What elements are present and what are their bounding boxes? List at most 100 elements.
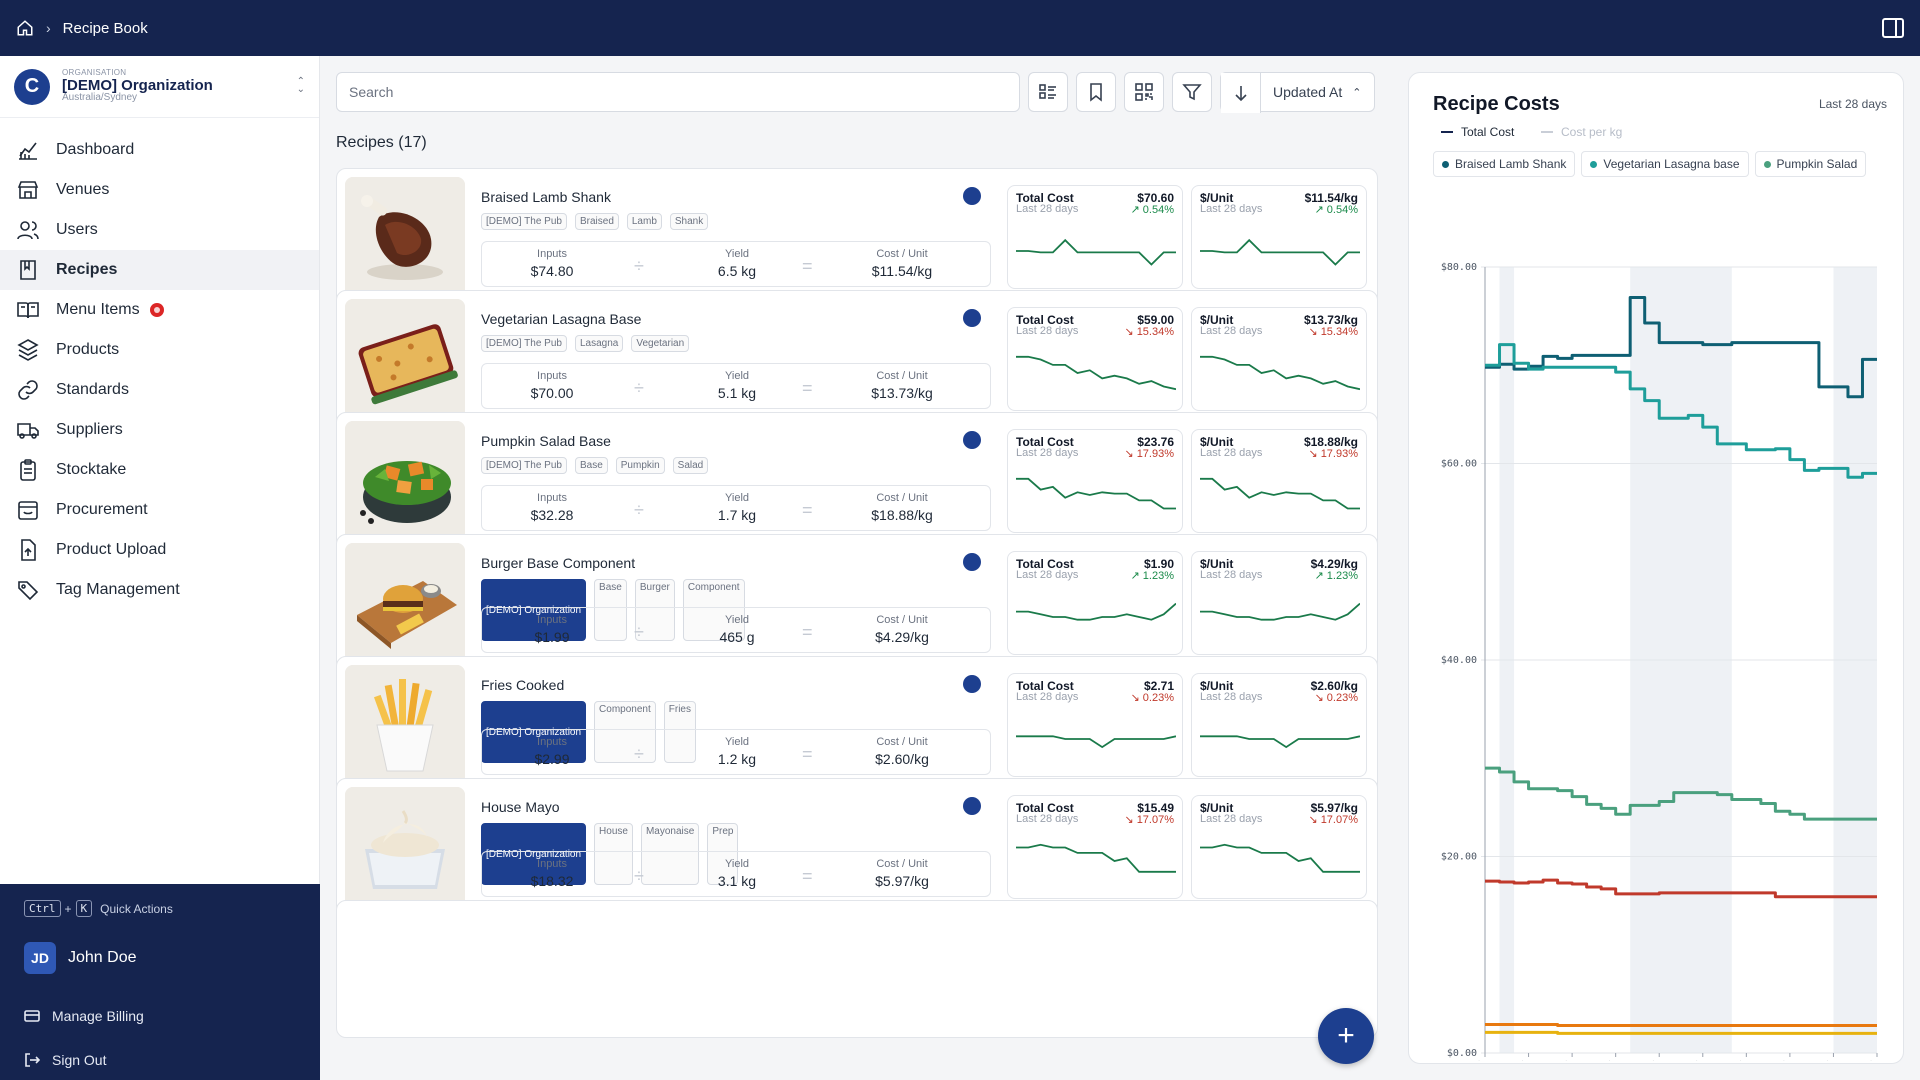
legend-item[interactable]: Pumpkin Salad xyxy=(1754,151,1867,177)
toggle-total-cost[interactable]: Total Cost xyxy=(1441,125,1514,139)
panel-title: Recipe Costs xyxy=(1433,93,1560,115)
recipe-name[interactable]: Burger Base Component xyxy=(481,555,636,571)
panel-toggle-icon[interactable] xyxy=(1882,18,1904,38)
recipe-card[interactable]: Fries Cooked [DEMO] Organization Componen… xyxy=(336,656,1378,794)
total-cost-sparkline[interactable]: Total Cost Last 28 days $2.71 ↘ 0.23% xyxy=(1007,673,1183,777)
tag-org: [DEMO] Organization xyxy=(481,701,587,763)
recipe-image xyxy=(345,177,465,297)
series-line-3 xyxy=(1485,878,1877,899)
legend-item[interactable]: Braised Lamb Shank xyxy=(1433,151,1576,177)
total-cost-sparkline[interactable]: Total Cost Last 28 days $70.60 ↗ 0.54% xyxy=(1007,185,1183,289)
sidebar-item-menu-items[interactable]: Menu Items xyxy=(0,290,319,330)
recipe-name[interactable]: House Mayo xyxy=(481,799,560,815)
sidebar-item-recipes[interactable]: Recipes xyxy=(0,250,319,290)
status-indicator xyxy=(963,431,981,449)
unit-cost-sparkline[interactable]: $/Unit Last 28 days $11.54/kg ↗ 0.54% xyxy=(1191,185,1367,289)
quick-actions-hint[interactable]: Ctrl + K Quick Actions xyxy=(24,900,173,917)
sidebar-item-users[interactable]: Users xyxy=(0,210,319,250)
mini-title: $/Unit xyxy=(1200,801,1234,815)
equals-icon: = xyxy=(802,744,813,764)
sign-out-link[interactable]: Sign Out xyxy=(24,1052,106,1068)
yield-label: Yield xyxy=(724,736,750,748)
recipe-card[interactable]: House Mayo [DEMO] Organization House Mayon… xyxy=(336,778,1378,916)
recipe-card[interactable]: Braised Lamb Shank [DEMO] The Pub Braised… xyxy=(336,168,1378,306)
total-cost-sparkline[interactable]: Total Cost Last 28 days $23.76 ↘ 17.93% xyxy=(1007,429,1183,533)
filter-button[interactable] xyxy=(1172,72,1212,112)
org-switcher[interactable]: C ORGANISATION [DEMO] Organization Austr… xyxy=(0,56,319,118)
recipe-name[interactable]: Vegetarian Lasagna Base xyxy=(481,311,642,327)
panel-range[interactable]: Last 28 days xyxy=(1818,97,1887,111)
recipe-name[interactable]: Braised Lamb Shank xyxy=(481,189,611,205)
cost-calculation: Inputs $74.80 ÷ Yield 6.5 kg = Cost / Un… xyxy=(481,241,991,287)
home-icon[interactable] xyxy=(16,19,34,37)
mini-change-value: 17.07% xyxy=(1320,814,1358,826)
recipe-tag: Lamb xyxy=(626,213,662,230)
sparkline xyxy=(1016,602,1176,621)
recipe-card[interactable]: Pumpkin Salad Base [DEMO] The Pub Base Pum… xyxy=(336,412,1378,550)
total-cost-sparkline[interactable]: Total Cost Last 28 days $15.49 ↘ 17.07% xyxy=(1007,795,1183,899)
arrow-down-icon xyxy=(1234,86,1247,102)
toggle-cost-per-kg[interactable]: Cost per kg xyxy=(1541,125,1622,139)
sparkline xyxy=(1200,843,1360,873)
manage-billing-label: Manage Billing xyxy=(52,1008,144,1024)
chevron-updown-icon[interactable]: ⌃ ⌄ xyxy=(296,76,305,95)
search-input[interactable]: Search xyxy=(336,72,1020,112)
sidebar-item-procurement[interactable]: Procurement xyxy=(0,490,319,530)
bookmark-button[interactable] xyxy=(1076,72,1116,112)
user-profile[interactable]: JD John Doe xyxy=(24,942,137,974)
legend-item[interactable]: Vegetarian Lasagna base xyxy=(1581,151,1749,177)
trend-down-icon: ↘ xyxy=(1308,814,1318,826)
sidebar-item-dashboard[interactable]: Dashboard xyxy=(0,130,319,170)
sidebar-item-standards[interactable]: Standards xyxy=(0,370,319,410)
sidebar-item-label: Tag Management xyxy=(56,581,180,598)
mini-subtitle: Last 28 days xyxy=(1200,813,1263,825)
unit-cost-sparkline[interactable]: $/Unit Last 28 days $13.73/kg ↘ 15.34% xyxy=(1191,307,1367,411)
equals-icon: = xyxy=(802,256,813,276)
total-cost-sparkline[interactable]: Total Cost Last 28 days $59.00 ↘ 15.34% xyxy=(1007,307,1183,411)
sidebar-item-venues[interactable]: Venues xyxy=(0,170,319,210)
add-recipe-button[interactable]: + xyxy=(1318,1008,1374,1064)
cost-unit-label: Cost / Unit xyxy=(876,736,928,748)
recipe-card[interactable]: Vegetarian Lasagna Base [DEMO] The Pub La… xyxy=(336,290,1378,428)
chart-icon xyxy=(19,142,37,160)
unit-cost-sparkline[interactable]: $/Unit Last 28 days $4.29/kg ↗ 1.23% xyxy=(1191,551,1367,655)
chevron-up-icon: ⌃ xyxy=(1352,86,1362,99)
alert-badge xyxy=(149,303,164,317)
cost-unit-value: $13.73/kg xyxy=(871,385,933,401)
status-indicator xyxy=(963,675,981,693)
sidebar-item-products[interactable]: Products xyxy=(0,330,319,370)
sparkline-path xyxy=(1016,355,1176,391)
sort-field-select[interactable]: Updated At ⌃ xyxy=(1261,73,1374,111)
x-tick-label: 31/03/2026 xyxy=(1480,1059,1530,1061)
breadcrumb-current[interactable]: Recipe Book xyxy=(62,19,148,37)
unit-cost-sparkline[interactable]: $/Unit Last 28 days $18.88/kg ↘ 17.93% xyxy=(1191,429,1367,533)
manage-billing-link[interactable]: Manage Billing xyxy=(24,1008,144,1024)
recipe-name[interactable]: Pumpkin Salad Base xyxy=(481,433,611,449)
inputs-label: Inputs xyxy=(537,248,567,260)
inputs-cell: Inputs $74.80 xyxy=(482,248,622,279)
unit-cost-sparkline[interactable]: $/Unit Last 28 days $5.97/kg ↘ 17.07% xyxy=(1191,795,1367,899)
divide-icon: ÷ xyxy=(634,744,644,764)
scan-button[interactable] xyxy=(1124,72,1164,112)
mini-change-value: 17.93% xyxy=(1136,448,1174,460)
sidebar-item-suppliers[interactable]: Suppliers xyxy=(0,410,319,450)
sidebar-item-product-upload[interactable]: Product Upload xyxy=(0,530,319,570)
recipe-card[interactable]: Burger Base Component [DEMO] Organizatio… xyxy=(336,534,1378,672)
divide-icon: ÷ xyxy=(634,622,644,642)
mini-value: $13.73/kg xyxy=(1303,313,1358,327)
list-view-button[interactable] xyxy=(1028,72,1068,112)
tag-org: [DEMO] Organization xyxy=(481,579,587,641)
cost-calculation: Inputs $2.99 ÷ Yield 1.2 kg = Cost / Uni… xyxy=(481,729,991,775)
trend-up-icon: ↗ xyxy=(1314,204,1324,216)
recipe-name[interactable]: Fries Cooked xyxy=(481,677,565,693)
sidebar-item-tag-management[interactable]: Tag Management xyxy=(0,570,319,610)
bookmark-icon xyxy=(1090,83,1102,102)
sidebar-item-stocktake[interactable]: Stocktake xyxy=(0,450,319,490)
mini-title: $/Unit xyxy=(1200,679,1234,693)
unit-cost-sparkline[interactable]: $/Unit Last 28 days $2.60/kg ↘ 0.23% xyxy=(1191,673,1367,777)
total-cost-sparkline[interactable]: Total Cost Last 28 days $1.90 ↗ 1.23% xyxy=(1007,551,1183,655)
mini-subtitle: Last 28 days xyxy=(1200,691,1263,703)
recipe-card[interactable] xyxy=(336,900,1378,1038)
cost-unit-cell: Cost / Unit $11.54/kg xyxy=(832,248,972,279)
sort-direction-button[interactable] xyxy=(1221,73,1261,113)
